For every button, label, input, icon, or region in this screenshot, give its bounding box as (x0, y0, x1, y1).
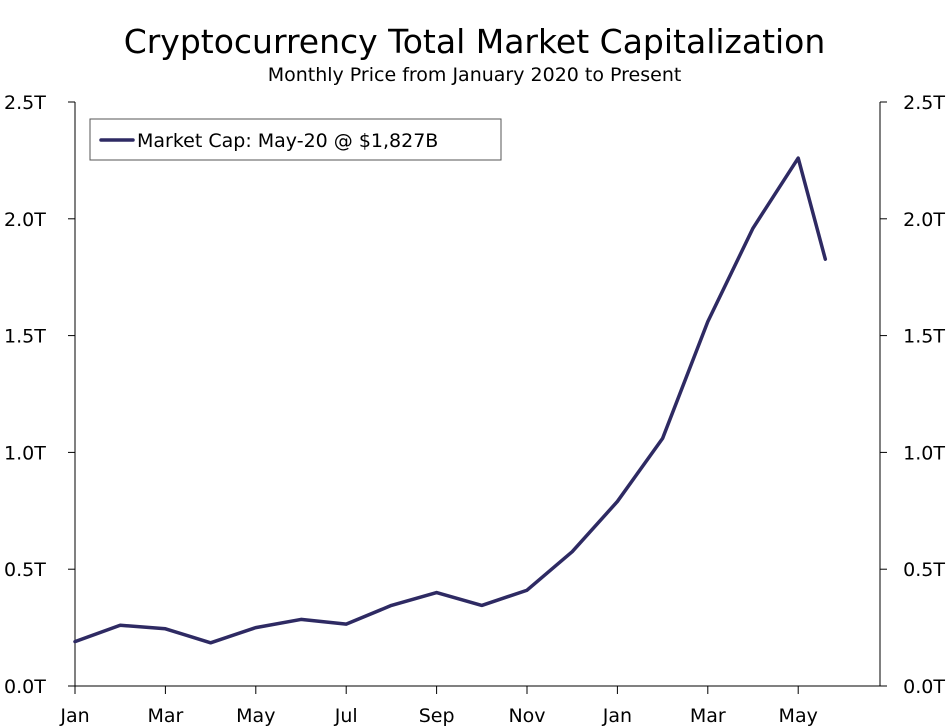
data-point (525, 589, 529, 592)
data-point (824, 258, 827, 261)
data-point (164, 627, 167, 630)
y-tick-label-right: 0.5T (903, 559, 945, 581)
data-point (435, 591, 438, 594)
data-point (254, 626, 257, 629)
x-tick-label: Jul (334, 705, 358, 727)
series-group (73, 156, 828, 645)
data-point (661, 437, 664, 440)
x-tick-label: Jan (59, 705, 89, 727)
y-axis-left: 0.0T 0.5T 1.0T 1.5T 2.0T 2.5T (4, 92, 75, 698)
data-point (616, 500, 619, 503)
x-tick-label: Jan (602, 705, 632, 727)
y-tick-label-left: 1.0T (4, 442, 46, 464)
y-tick-label-right: 2.5T (903, 92, 945, 114)
x-tick-label: May (236, 705, 275, 727)
y-axis-right: 0.0T 0.5T 1.0T 1.5T 2.0T 2.5T (880, 92, 945, 698)
legend-label: Market Cap: May-20 @ $1,827B (137, 130, 438, 152)
y-tick-label-left: 1.5T (4, 326, 46, 348)
data-point (751, 226, 755, 230)
data-point (390, 604, 393, 607)
data-point (345, 622, 348, 626)
y-tick-label-right: 1.5T (903, 326, 945, 348)
series-line (73, 156, 828, 645)
y-tick-label-left: 0.0T (4, 676, 46, 698)
data-point (480, 604, 483, 607)
x-tick-label: Nov (508, 705, 545, 727)
data-point (571, 550, 574, 553)
chart-subtitle: Monthly Price from January 2020 to Prese… (267, 64, 682, 86)
x-tick-label: May (779, 705, 818, 727)
legend: Market Cap: May-20 @ $1,827B (89, 118, 502, 161)
y-tick-label-left: 2.5T (4, 92, 46, 114)
data-point (299, 618, 303, 621)
data-point (797, 156, 800, 160)
legend-box (89, 118, 502, 161)
y-tick-label-right: 1.0T (903, 442, 945, 464)
y-tick-label-right: 2.0T (903, 209, 945, 231)
chart-title: Cryptocurrency Total Market Capitalizati… (123, 22, 826, 61)
axes-frame (74, 102, 881, 687)
data-point (706, 320, 709, 323)
x-axis: Jan Mar May Jul Sep Nov Jan Mar May (59, 686, 818, 727)
x-tick-label: Mar (147, 705, 183, 727)
y-tick-label-left: 2.0T (4, 209, 46, 231)
data-point (73, 640, 77, 643)
x-tick-label: Mar (690, 705, 726, 727)
data-point (119, 624, 122, 627)
y-tick-label-right: 0.0T (903, 676, 945, 698)
x-tick-label: Sep (419, 705, 455, 727)
y-tick-label-left: 0.5T (4, 559, 46, 581)
data-point (209, 641, 212, 644)
